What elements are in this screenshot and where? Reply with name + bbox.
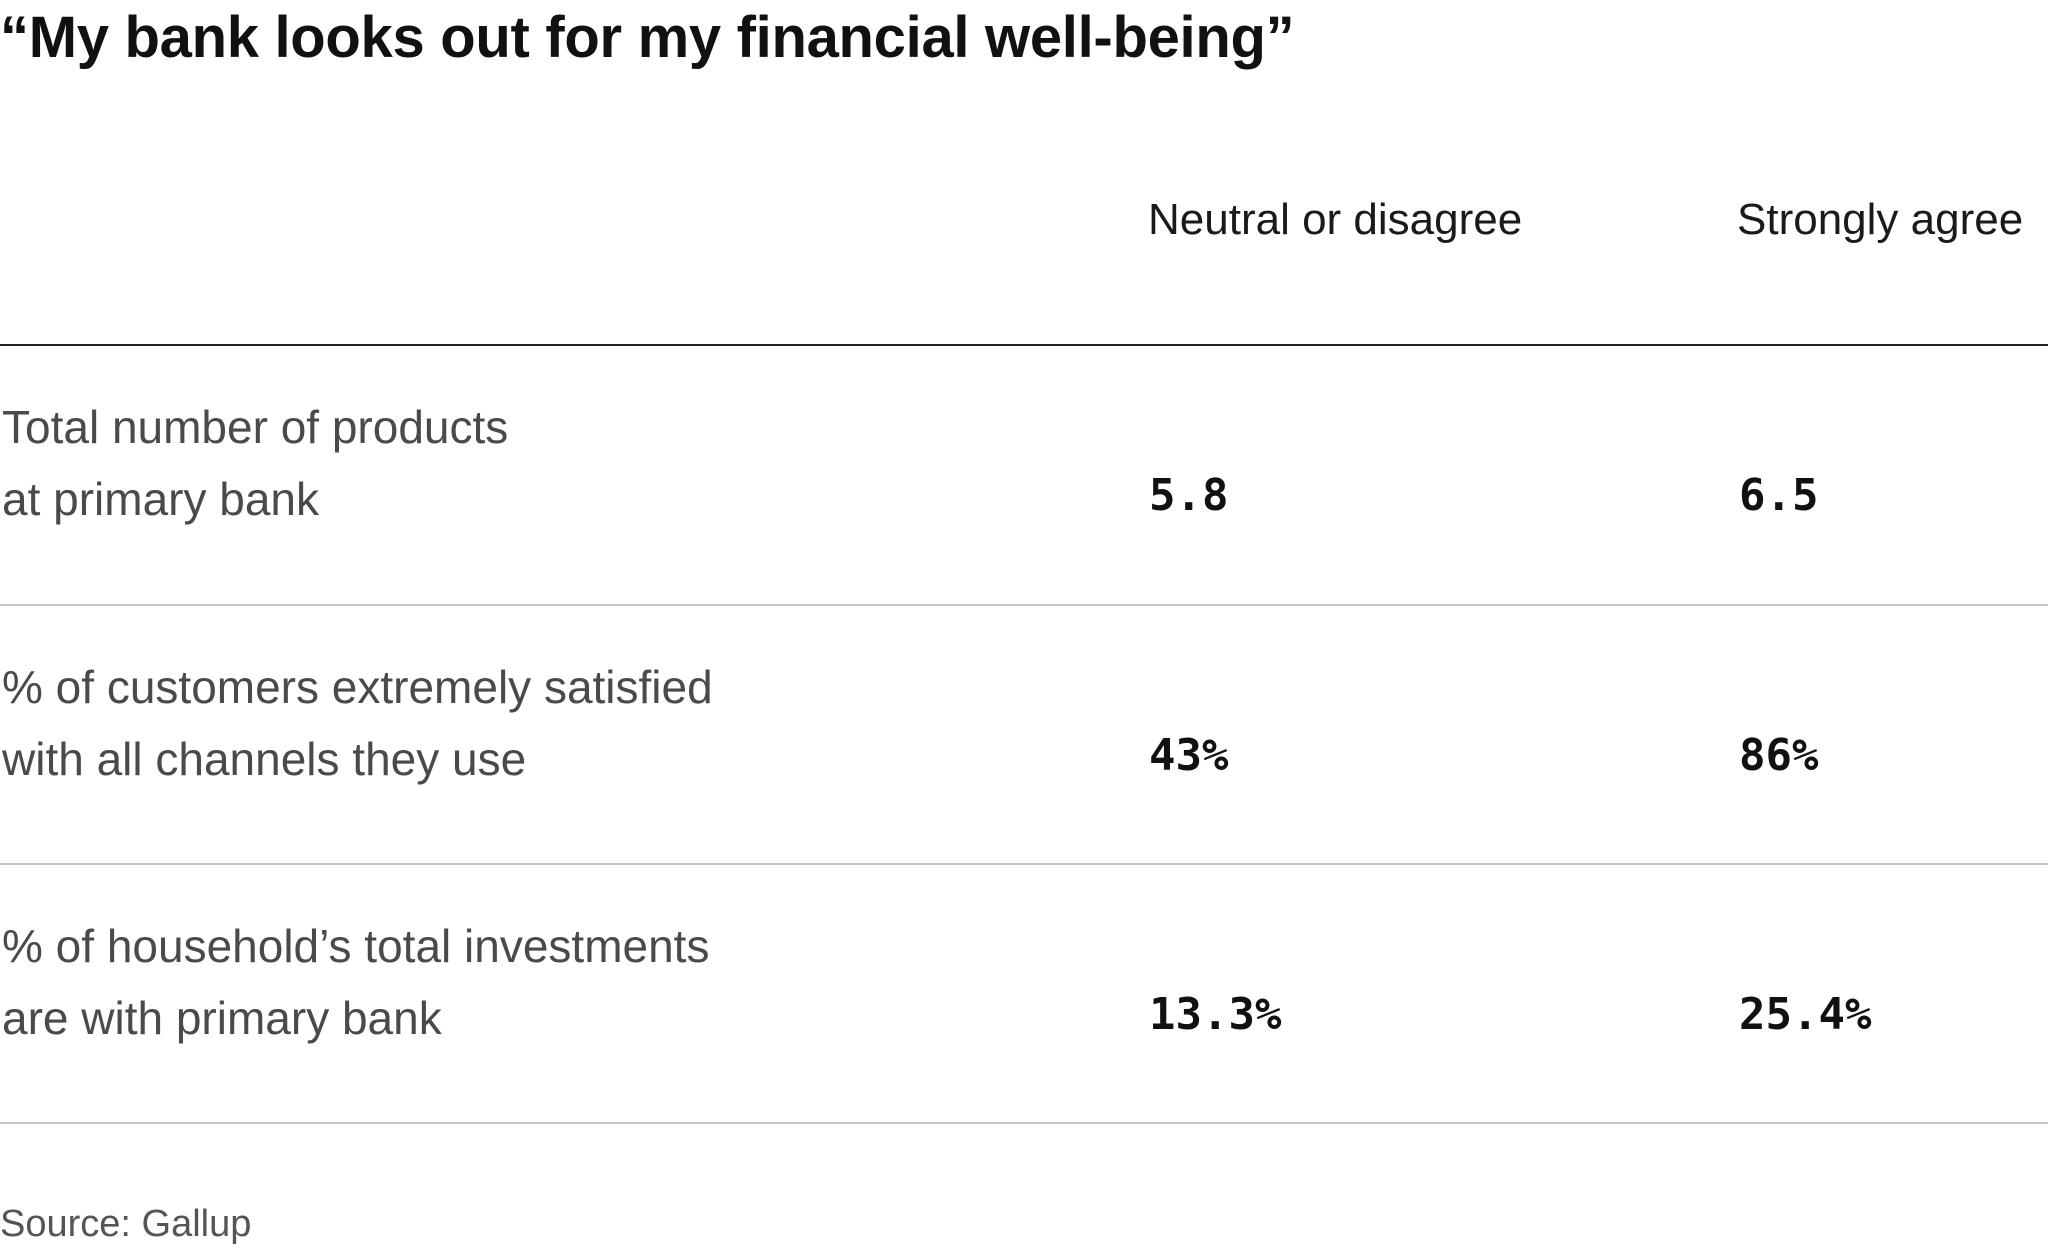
chart-title: “My bank looks out for my financial well… bbox=[0, 5, 1295, 70]
source-note: Source: Gallup bbox=[0, 1203, 252, 1245]
column-header-neutral-or-disagree: Neutral or disagree bbox=[1148, 195, 1523, 244]
cell-household-investments-neutral: 13.3% bbox=[1149, 989, 1282, 1040]
row-label-customers-satisfied: % of customers extremely satisfied with … bbox=[2, 651, 713, 795]
cell-total-products-strongly-agree: 6.5 bbox=[1739, 470, 1819, 521]
cell-customers-satisfied-neutral: 43% bbox=[1149, 730, 1229, 781]
row-divider bbox=[0, 1122, 2048, 1124]
row-label-line: Total number of products bbox=[2, 401, 509, 453]
cell-household-investments-strongly-agree: 25.4% bbox=[1739, 989, 1872, 1040]
row-label-line: at primary bank bbox=[2, 473, 320, 525]
cell-customers-satisfied-strongly-agree: 86% bbox=[1739, 730, 1819, 781]
row-divider bbox=[0, 863, 2048, 865]
cell-total-products-neutral: 5.8 bbox=[1149, 470, 1229, 521]
row-label-line: % of household’s total investments bbox=[2, 920, 710, 972]
column-header-strongly-agree: Strongly agree bbox=[1737, 195, 2024, 244]
row-label-line: are with primary bank bbox=[2, 992, 442, 1044]
row-label-line: with all channels they use bbox=[2, 733, 527, 785]
header-divider bbox=[0, 344, 2048, 346]
row-divider bbox=[0, 604, 2048, 606]
row-label-line: % of customers extremely satisfied bbox=[2, 661, 713, 713]
row-label-total-products: Total number of products at primary bank bbox=[2, 391, 508, 535]
row-label-household-investments: % of household’s total investments are w… bbox=[2, 910, 709, 1054]
